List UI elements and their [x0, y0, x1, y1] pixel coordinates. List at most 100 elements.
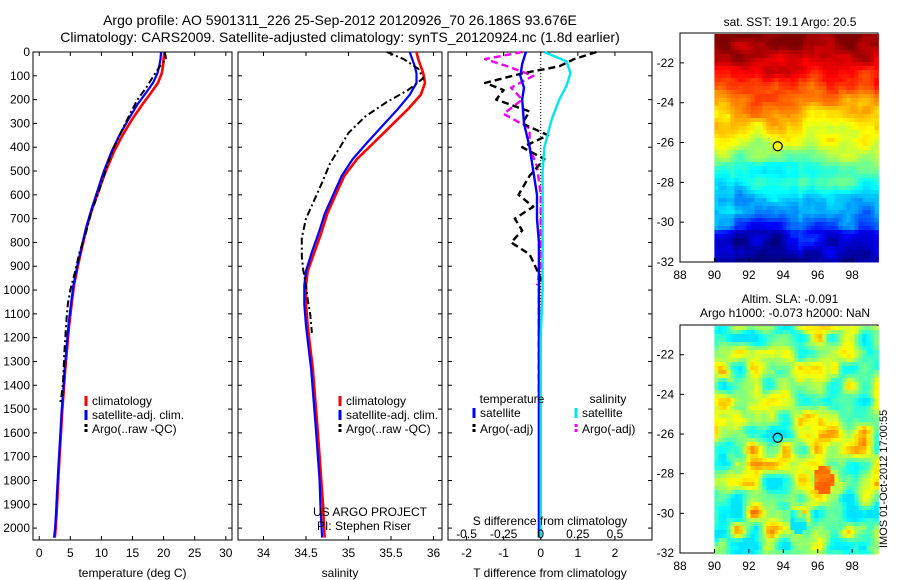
map-cell [786, 94, 791, 99]
map-cell [806, 530, 811, 535]
map-cell [866, 338, 871, 343]
map-cell [858, 454, 863, 459]
map-cell [770, 146, 775, 151]
map-cell [870, 422, 875, 427]
map-cell [782, 122, 787, 127]
map-cell [866, 394, 871, 399]
map-cell [738, 146, 743, 151]
map-cell [738, 382, 743, 387]
map-cell [822, 350, 827, 355]
map-cell [854, 38, 859, 43]
map-cell [858, 34, 863, 39]
map-cell [754, 94, 759, 99]
map-cell [754, 162, 759, 167]
map-cell [742, 154, 747, 159]
map-cell [754, 110, 759, 115]
map-cell [778, 530, 783, 535]
map-cell [826, 350, 831, 355]
map-cell [862, 118, 867, 123]
map-cell [730, 342, 735, 347]
map-cell [822, 258, 827, 263]
map-cell [806, 218, 811, 223]
map-cell [746, 134, 751, 139]
map-cell [778, 346, 783, 351]
map-cell [750, 478, 755, 483]
map-cell [794, 70, 799, 75]
map-cell [802, 486, 807, 491]
map-cell [758, 366, 763, 371]
map-cell [874, 526, 879, 531]
map-cell [762, 122, 767, 127]
map-cell [846, 50, 851, 55]
map-cell [770, 518, 775, 523]
map-cell [766, 154, 771, 159]
map-cell [854, 386, 859, 391]
map-cell [766, 342, 771, 347]
map-cell [734, 386, 739, 391]
map-cell [742, 346, 747, 351]
map-cell [818, 458, 823, 463]
map-cell [750, 250, 755, 255]
map-cell [778, 362, 783, 367]
map-cell [786, 250, 791, 255]
map-cell [754, 66, 759, 71]
map-cell [846, 326, 851, 331]
map-cell [730, 434, 735, 439]
map-cell [822, 42, 827, 47]
map-cell [826, 370, 831, 375]
map-cell [874, 254, 879, 259]
map-cell [826, 534, 831, 539]
map-cell [866, 202, 871, 207]
map-cell [850, 390, 855, 395]
map-cell [814, 358, 819, 363]
map-cell [806, 246, 811, 251]
map-cell [782, 470, 787, 475]
map-cell [754, 226, 759, 231]
map-cell [806, 462, 811, 467]
map-cell [786, 154, 791, 159]
map-cell [834, 158, 839, 163]
map-cell [854, 406, 859, 411]
map-cell [810, 114, 815, 119]
map-cell [786, 382, 791, 387]
map-cell [858, 218, 863, 223]
map-cell [810, 126, 815, 131]
map-cell [866, 98, 871, 103]
map-cell [806, 34, 811, 39]
map-cell [714, 222, 719, 227]
map-cell [874, 134, 879, 139]
map-cell [754, 534, 759, 539]
map-cell [810, 366, 815, 371]
map-cell [730, 186, 735, 191]
map-cell [866, 438, 871, 443]
map-cell [782, 550, 787, 555]
map-cell [714, 150, 719, 155]
map-cell [718, 242, 723, 247]
map-cell [718, 218, 723, 223]
map-cell [850, 382, 855, 387]
map-cell [838, 166, 843, 171]
map-cell [722, 230, 727, 235]
map-cell [726, 374, 731, 379]
map-cell [786, 434, 791, 439]
map-cell [750, 214, 755, 219]
map-cell [734, 378, 739, 383]
map-cell [774, 74, 779, 79]
map-cell [766, 142, 771, 147]
map-cell [726, 386, 731, 391]
map-cell [806, 422, 811, 427]
map-cell [774, 506, 779, 511]
map-cell [870, 478, 875, 483]
map-cell [870, 74, 875, 79]
map-cell [742, 214, 747, 219]
map-cell [774, 370, 779, 375]
map-cell [874, 222, 879, 227]
map-cell [730, 102, 735, 107]
map-cell [870, 438, 875, 443]
s-tick-label: 0.25 [566, 527, 590, 541]
map-cell [782, 534, 787, 539]
map-cell [846, 206, 851, 211]
map-cell [846, 62, 851, 67]
map-cell [818, 86, 823, 91]
map-cell [830, 106, 835, 111]
